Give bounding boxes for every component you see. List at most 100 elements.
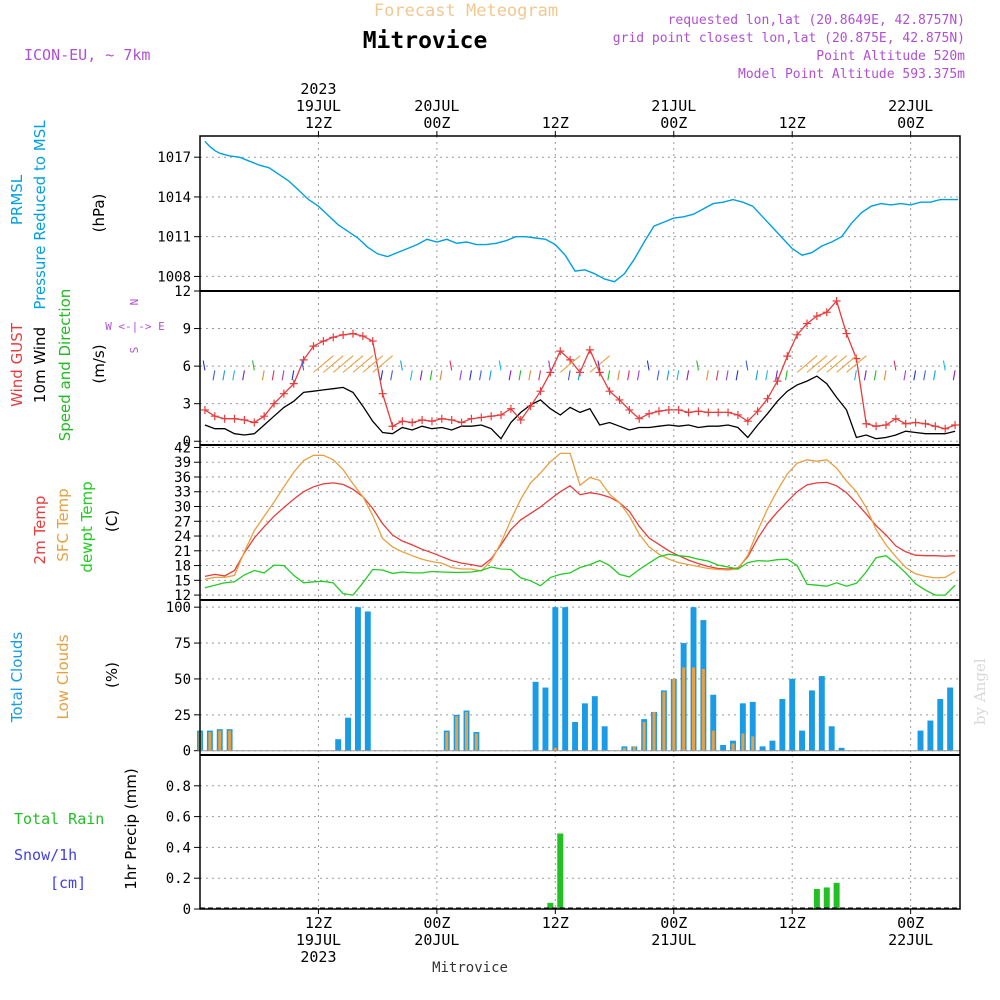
wind-arrow <box>597 360 601 371</box>
rain-bar <box>833 882 840 909</box>
low-cloud-bar <box>741 733 745 751</box>
wind-arrow <box>380 370 384 381</box>
top-time-label: 19JUL <box>296 97 341 115</box>
total-cloud-bar <box>542 687 549 751</box>
compass-we: W <-|-> E <box>105 320 165 333</box>
low-cloud-bar <box>751 736 755 751</box>
gust-point <box>654 407 663 416</box>
wind-arrow <box>548 360 551 371</box>
precip-unit-label: 1hr Precip (mm) <box>122 768 140 889</box>
wind-arrow <box>222 370 226 381</box>
precip-label-cm: [cm] <box>50 874 86 892</box>
top-time-label: 2023 <box>300 80 336 98</box>
gust-point <box>664 405 673 414</box>
top-time-label: 12Z <box>779 114 806 132</box>
bottom-time-label: 12Z <box>779 914 806 932</box>
gust-point <box>230 414 239 423</box>
total-cloud-bar <box>364 611 371 751</box>
wind-arrow <box>488 370 492 381</box>
wind-unit-label: (m/s) <box>90 344 108 383</box>
gust-point <box>674 405 683 414</box>
pressure-tick-label: 1011 <box>157 230 191 246</box>
gust-point <box>793 330 802 339</box>
wind-arrow <box>696 360 699 371</box>
wind-tick-label: 6 <box>183 359 191 375</box>
gust-point <box>329 333 338 342</box>
temp-label-2m: 2m Temp <box>31 496 49 565</box>
gust-point <box>408 418 417 427</box>
gust-point <box>477 413 486 422</box>
pressure-tick-label: 1008 <box>157 269 191 285</box>
gust-point <box>694 407 703 416</box>
gust-point <box>714 408 723 417</box>
wind-arrow <box>745 360 749 371</box>
total-cloud-bar <box>799 730 806 751</box>
wind-arrow <box>607 370 611 381</box>
gust-point <box>733 410 742 419</box>
total-cloud-bar <box>937 699 944 751</box>
wind-arrow <box>409 370 413 381</box>
gust-point <box>635 414 644 423</box>
pressure-unit-label: (hPa) <box>90 194 108 233</box>
wind-arrow <box>617 370 621 381</box>
low-cloud-bar <box>228 730 232 751</box>
temperature-tick-label: 39 <box>174 455 191 471</box>
pressure-label-msl: Pressure Reduced to MSL <box>31 120 49 310</box>
gust-point <box>704 408 713 417</box>
gust-point <box>951 420 960 429</box>
total-cloud-bar <box>710 694 717 751</box>
wind-label-speed: Speed and Direction <box>56 289 74 442</box>
wind-arrow <box>449 360 453 371</box>
clouds-tick-label: 75 <box>174 636 191 652</box>
precip-tick-label: 0 <box>183 902 191 918</box>
temp-unit-label: (C) <box>103 510 121 532</box>
precip-tick-label: 0.8 <box>166 779 191 795</box>
gust-point <box>684 408 693 417</box>
top-time-label: 21JUL <box>651 97 696 115</box>
bottom-time-label: 20JUL <box>414 931 459 949</box>
top-time-label: 00Z <box>660 114 687 132</box>
wind-arrow <box>636 370 640 381</box>
gust-point <box>240 415 249 424</box>
wind-arrow <box>518 370 522 381</box>
total-cloud-bar <box>749 701 756 751</box>
temperature-tick-label: 30 <box>174 500 191 516</box>
gust-point <box>250 418 259 427</box>
low-cloud-bar <box>632 746 636 751</box>
wind-arrow <box>439 370 443 381</box>
wind-arrow <box>952 370 956 381</box>
gust-point <box>743 417 752 426</box>
gust-point <box>348 329 357 338</box>
wind-arrow <box>873 370 877 381</box>
wind-arrow <box>313 355 334 373</box>
gust-point <box>881 420 890 429</box>
total-cloud-bar <box>947 687 954 751</box>
low-cloud-bar <box>474 733 478 751</box>
gust-point <box>427 417 436 426</box>
gust-point <box>556 347 565 356</box>
temp2m-line <box>204 481 956 578</box>
plot-frame <box>199 135 961 910</box>
total-cloud-bar <box>354 607 361 751</box>
wind-arrow <box>202 360 206 371</box>
gust-point <box>585 345 594 354</box>
wind-arrow <box>942 360 946 371</box>
requested-coords: requested lon,lat (20.8649E, 42.8757N) <box>668 13 965 28</box>
total-cloud-bar <box>532 681 539 751</box>
wind-arrow <box>913 370 917 381</box>
gust-point <box>516 415 525 424</box>
gust-point <box>605 387 614 396</box>
total-cloud-bar <box>601 726 608 751</box>
total-cloud-bar <box>789 678 796 751</box>
gust-point <box>803 319 812 328</box>
wind-arrow <box>577 370 581 381</box>
wind-arrow <box>538 370 542 381</box>
gust-point <box>931 422 940 431</box>
gust-point <box>319 337 328 346</box>
credit-watermark: by Angel <box>971 658 989 725</box>
wind-arrow <box>291 370 295 381</box>
wind-arrow <box>836 355 857 373</box>
gust-point <box>783 352 792 361</box>
wind-tick-label: 9 <box>183 322 191 338</box>
top-time-label: 22JUL <box>888 97 933 115</box>
